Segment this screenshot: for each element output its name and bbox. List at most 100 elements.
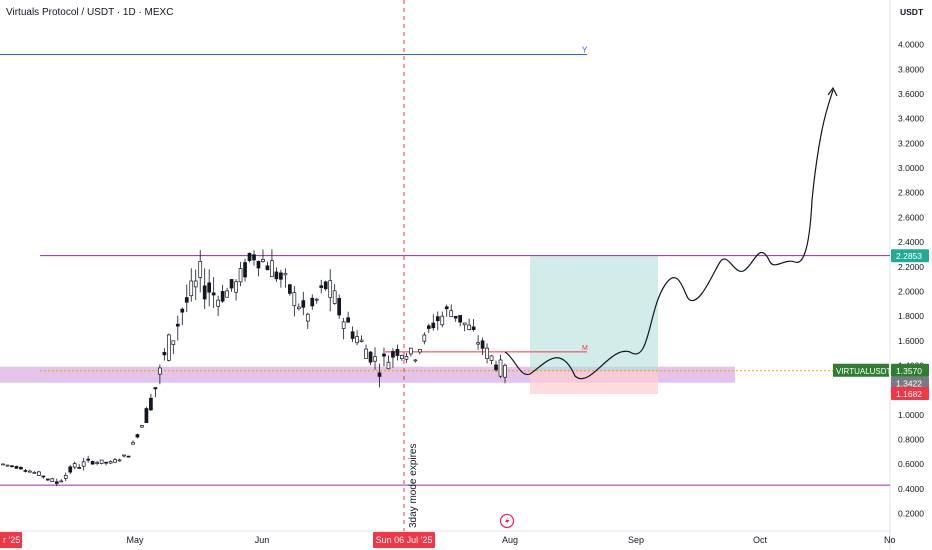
- candle-body: [476, 342, 480, 345]
- candle-body: [328, 280, 333, 298]
- candle-body: [305, 313, 310, 322]
- candle-body: [503, 365, 507, 378]
- candle-body: [431, 322, 436, 329]
- candle-body: [126, 455, 131, 458]
- candle-body: [202, 285, 207, 300]
- candle-body: [489, 355, 494, 361]
- x-tick-highlight: [0, 532, 22, 548]
- y-tick-label: 2.0000: [898, 286, 924, 296]
- candle-body: [346, 317, 350, 323]
- price-tag-bg: [891, 376, 929, 390]
- candle-body: [166, 334, 171, 361]
- symbol-price-tag: VIRTUALUSDT: [836, 367, 892, 376]
- candle-body: [1, 463, 5, 466]
- y-tick-label: 2.6000: [898, 212, 924, 222]
- price-tag-label: 1.1682: [896, 389, 922, 399]
- candle-body: [175, 323, 180, 327]
- candle-body: [23, 470, 28, 472]
- candle-body: [498, 359, 503, 377]
- candle-body: [95, 462, 99, 464]
- candle-body: [485, 347, 489, 359]
- candle-body: [117, 459, 122, 462]
- candle-body: [404, 356, 409, 360]
- candle-body: [234, 281, 238, 293]
- candle-body: [261, 259, 265, 262]
- candle-body: [184, 297, 189, 303]
- y-tick-label: 2.8000: [898, 188, 924, 198]
- candle-body: [158, 367, 162, 375]
- candle-body: [314, 298, 319, 301]
- y-tick-label: 3.2000: [898, 138, 924, 148]
- candle-body: [131, 442, 135, 445]
- y-tick-label: 1.8000: [898, 311, 924, 321]
- candle-body: [19, 466, 23, 470]
- candle-body: [368, 351, 373, 363]
- candle-body: [225, 290, 229, 298]
- x-tick-label: Oct: [753, 535, 768, 545]
- candle-body: [37, 471, 41, 476]
- candle-body: [28, 470, 32, 473]
- candle-body: [386, 361, 391, 370]
- candle-body: [435, 316, 440, 322]
- x-tick-label: Sun 06 Jul '25: [376, 535, 433, 545]
- marker-annotation: 3day mode expires: [408, 444, 419, 529]
- levels-layer: YM: [0, 46, 890, 486]
- candle-body: [81, 461, 86, 467]
- candle-body: [426, 325, 431, 329]
- candle-body: [458, 315, 463, 323]
- candle-body: [162, 352, 167, 356]
- candle-body: [467, 324, 471, 330]
- candle-body: [341, 321, 346, 329]
- candle-body: [265, 265, 270, 271]
- zones-layer: [0, 256, 735, 395]
- candle-body: [310, 297, 315, 307]
- candle-body: [135, 434, 140, 438]
- forecast-path: [504, 89, 834, 380]
- candle-body: [364, 348, 368, 359]
- y-tick-label: 0.8000: [898, 434, 924, 444]
- y-tick-label: 1.6000: [898, 336, 924, 346]
- candle-body: [72, 463, 77, 468]
- candle-body: [400, 355, 404, 359]
- candle-body: [198, 261, 203, 278]
- candle-body: [355, 336, 359, 344]
- price-tag-label: 1.3570: [896, 366, 922, 376]
- y-tick-label: 3.0000: [898, 163, 924, 173]
- price-tag-label: 1.3422: [896, 379, 922, 389]
- x-tick-label: May: [126, 535, 144, 545]
- y-tick-label: 0.6000: [898, 459, 924, 469]
- candle-body: [382, 353, 386, 357]
- candle-body: [50, 478, 55, 483]
- candle-body: [494, 364, 498, 371]
- x-axis-ticks: r '25 May Jun Sun 06 Jul '25 Aug Sep Oct No: [0, 532, 896, 548]
- lightning-icon[interactable]: [499, 513, 515, 529]
- candle-body: [279, 272, 283, 280]
- candle-body: [207, 282, 212, 293]
- candle-body: [453, 315, 458, 319]
- candle-body: [391, 351, 395, 358]
- candle-body: [63, 475, 68, 479]
- candle-body: [444, 306, 449, 310]
- candle-body: [252, 254, 256, 261]
- projection-layer: [504, 86, 838, 380]
- y-tick-label: 0.4000: [898, 484, 924, 494]
- candle-body: [108, 461, 113, 464]
- y-tick-label: 4.0000: [898, 40, 924, 50]
- y-tick-label: 1.0000: [898, 410, 924, 420]
- level-y-label: Y: [582, 46, 588, 55]
- y-tick-label: 3.8000: [898, 64, 924, 74]
- candle-body: [211, 292, 216, 296]
- price-tag-bg: [891, 387, 929, 401]
- candle-body: [229, 279, 234, 289]
- candle-body: [283, 272, 288, 276]
- x-tick-highlight: [373, 532, 435, 548]
- candle-body: [104, 461, 108, 464]
- price-tag-bg: [891, 249, 929, 263]
- candle-body: [359, 339, 364, 342]
- candle-body: [14, 466, 19, 469]
- chart-title: Virtuals Protocol / USDT · 1D · MEXC: [6, 7, 173, 18]
- y-tick-label: 2.2000: [898, 262, 924, 272]
- candle-body: [54, 481, 59, 484]
